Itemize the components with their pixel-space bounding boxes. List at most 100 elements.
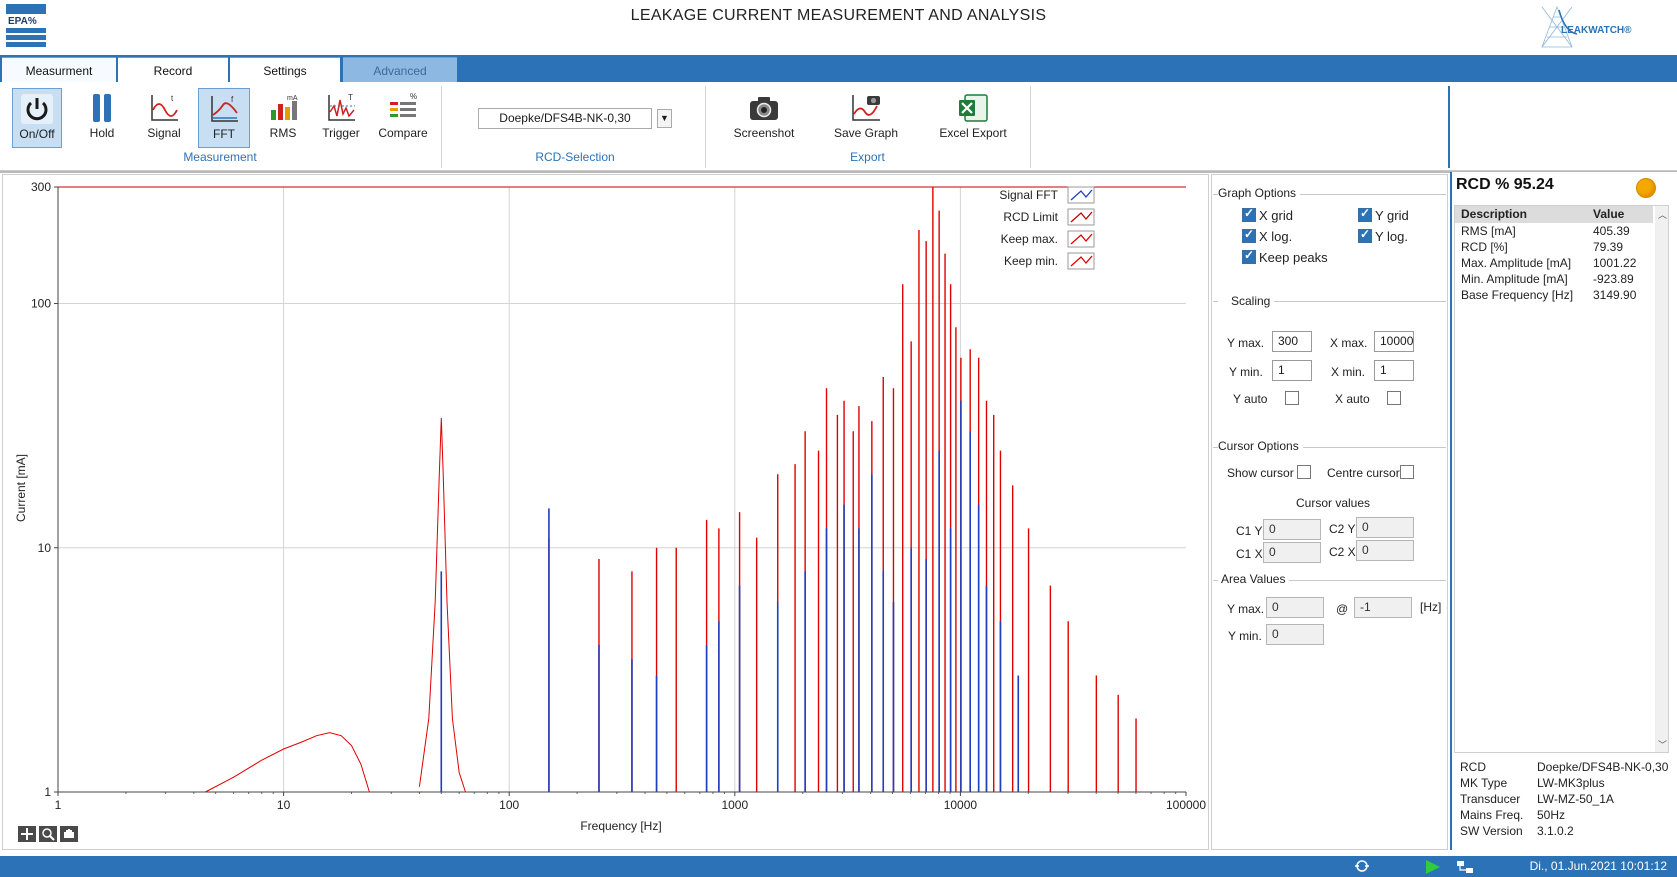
keep-max-curve — [418, 417, 466, 793]
legend-label: Keep min. — [1004, 254, 1058, 268]
x-tick-label: 1000 — [721, 798, 748, 812]
table-row-value: 3149.90 — [1593, 288, 1637, 302]
compare-button[interactable]: % Compare — [374, 88, 432, 148]
show-cursor-checkbox[interactable] — [1297, 465, 1311, 479]
hand-pan-icon[interactable] — [60, 826, 78, 842]
c1x-label: C1 X — [1236, 547, 1263, 561]
legend-swatch-line — [1070, 255, 1093, 267]
hz-unit-label: [Hz] — [1420, 600, 1442, 614]
trigger-button[interactable]: T Trigger — [315, 88, 367, 148]
tab-record[interactable]: Record — [118, 57, 228, 83]
chart-axes: 1 10 100 1000 10000 100000 1 10 100 300 — [31, 180, 1206, 812]
c2x-field: 0 — [1356, 540, 1414, 561]
x-max-label: X max. — [1330, 336, 1368, 350]
table-header — [1455, 206, 1653, 223]
checkbox-icon — [1358, 227, 1372, 243]
y-log-label: Y log. — [1375, 229, 1409, 244]
device-info-value: 3.1.0.2 — [1537, 824, 1574, 838]
graph-options-title: Graph Options — [1218, 186, 1301, 200]
header-bar — [0, 0, 1677, 55]
rms-bars-icon: mA — [271, 95, 298, 120]
x-auto-label: X auto — [1335, 392, 1370, 406]
y-auto-label: Y auto — [1233, 392, 1268, 406]
centre-cursor-checkbox[interactable] — [1400, 465, 1414, 479]
tab-measurment[interactable]: Measurment — [2, 57, 116, 83]
x-log-checkbox[interactable]: X log. — [1242, 227, 1293, 244]
keep-peaks-label: Keep peaks — [1259, 250, 1328, 265]
x-grid-label: X grid — [1259, 208, 1293, 223]
x-max-input[interactable]: 10000 — [1374, 331, 1414, 352]
connection-icon — [1355, 860, 1369, 872]
c1y-label: C1 Y — [1236, 524, 1263, 538]
group-line — [1213, 447, 1446, 448]
svg-text:T: T — [348, 93, 353, 102]
ribbon-separator — [705, 86, 706, 168]
y-min-input[interactable]: 1 — [1272, 360, 1312, 381]
fft-button[interactable]: f FFT — [198, 88, 250, 148]
x-auto-checkbox[interactable] — [1387, 391, 1401, 405]
y-grid-checkbox[interactable]: Y grid — [1358, 206, 1409, 223]
cursor-values-title: Cursor values — [1296, 496, 1371, 510]
status-datetime: Di., 01.Jun.2021 10:01:12 — [1529, 859, 1667, 873]
chevron-down-icon[interactable]: ▼ — [657, 109, 672, 128]
rms-button[interactable]: mA RMS — [258, 88, 308, 148]
crosshair-icon[interactable] — [18, 826, 36, 842]
device-info-value: LW-MZ-50_1A — [1537, 792, 1614, 806]
ribbon-separator — [1448, 86, 1450, 168]
fft-chart[interactable]: 1 10 100 1000 10000 100000 1 10 100 300 Frequency… — [3, 175, 1208, 849]
y-auto-checkbox[interactable] — [1285, 391, 1299, 405]
fft-chart-icon: f — [211, 95, 238, 122]
scroll-up-icon[interactable]: ︿ — [1658, 210, 1668, 220]
c1y-field: 0 — [1263, 519, 1321, 540]
area-y-max-label: Y max. — [1227, 602, 1265, 616]
y-log-checkbox[interactable]: Y log. — [1358, 227, 1409, 244]
device-info-label: MK Type — [1460, 776, 1508, 790]
table-row-description: Base Frequency [Hz] — [1461, 288, 1574, 302]
scroll-down-icon[interactable]: ﹀ — [1658, 740, 1668, 750]
hold-button[interactable]: Hold — [77, 88, 127, 148]
y-min-label: Y min. — [1229, 365, 1263, 379]
onoff-button[interactable]: On/Off — [12, 88, 62, 148]
ribbon-separator — [441, 86, 442, 168]
rcd-select[interactable]: Doepke/DFS4B-NK-0,30 — [478, 108, 652, 129]
legend-label: Signal FFT — [999, 188, 1058, 202]
table-row-description: Max. Amplitude [mA] — [1461, 256, 1572, 270]
y-max-input[interactable]: 300 — [1272, 331, 1312, 352]
keep-peaks-checkbox[interactable]: Keep peaks — [1242, 248, 1328, 265]
pause-icon — [93, 94, 111, 122]
screenshot-button[interactable]: Screenshot — [728, 88, 800, 148]
checkbox-icon — [1242, 227, 1256, 243]
centre-cursor-label: Centre cursor — [1327, 466, 1400, 480]
y-tick-label: 100 — [31, 297, 51, 311]
x-min-input[interactable]: 1 — [1374, 360, 1414, 381]
rcd-group-label: RCD-Selection — [535, 150, 615, 164]
save-graph-button[interactable]: Save Graph — [830, 88, 902, 148]
x-tick-label: 100 — [499, 798, 519, 812]
excel-icon — [959, 94, 988, 122]
app-title: LEAKAGE CURRENT MEASUREMENT AND ANALYSIS — [630, 7, 1047, 24]
x-grid-checkbox[interactable]: X grid — [1242, 206, 1293, 223]
signal-button[interactable]: t Signal — [138, 88, 190, 148]
device-info-value: LW-MK3plus — [1537, 776, 1605, 790]
save-graph-label: Save Graph — [833, 126, 899, 140]
zoom-icon[interactable] — [39, 826, 57, 842]
svg-text:mA: mA — [287, 95, 298, 102]
device-info-label: RCD — [1460, 760, 1486, 774]
play-icon[interactable] — [1424, 859, 1442, 875]
y-tick-label: 10 — [38, 541, 52, 555]
ribbon-separator — [1030, 86, 1031, 168]
tab-settings[interactable]: Settings — [230, 57, 340, 83]
table-row-value: 1001.22 — [1593, 256, 1637, 270]
save-graph-icon — [852, 95, 880, 121]
tab-advanced[interactable]: Advanced — [343, 57, 457, 83]
svg-text:t: t — [171, 94, 174, 103]
onoff-label: On/Off — [19, 127, 55, 141]
chart-grid — [58, 187, 1186, 792]
x-log-label: X log. — [1259, 229, 1293, 244]
excel-export-button[interactable]: Excel Export — [935, 88, 1011, 148]
table-scrollbar[interactable] — [1655, 206, 1668, 752]
y-tick-label: 300 — [31, 180, 51, 194]
checkbox-icon — [1358, 206, 1372, 222]
x-tick-label: 100000 — [1166, 798, 1206, 812]
chart-panel: 1 10 100 1000 10000 100000 1 10 100 300 Frequency… — [2, 174, 1209, 850]
